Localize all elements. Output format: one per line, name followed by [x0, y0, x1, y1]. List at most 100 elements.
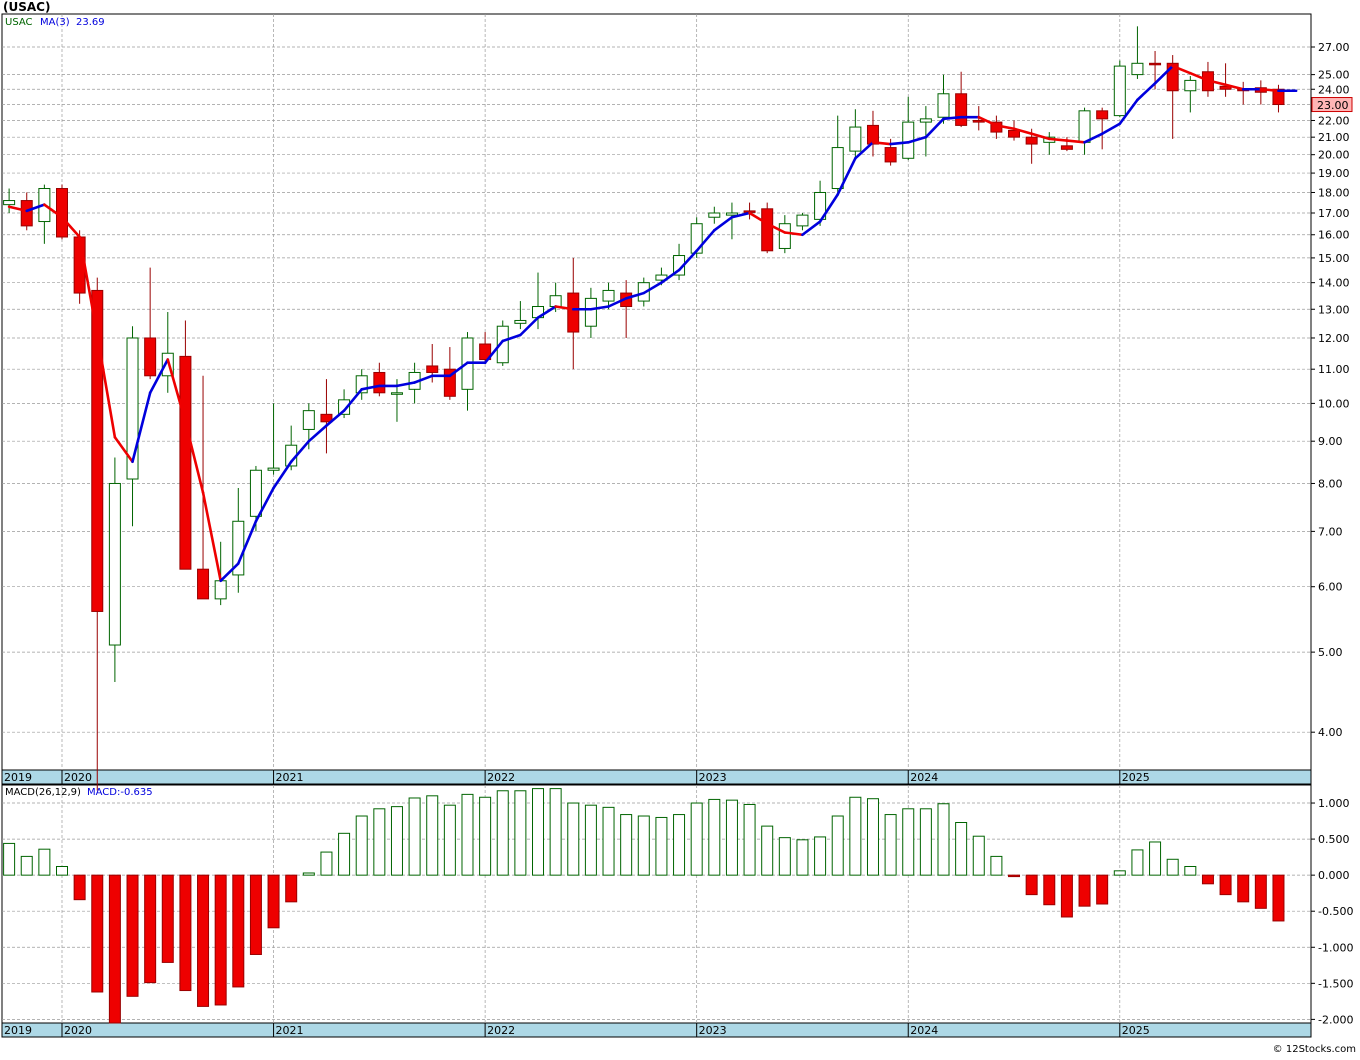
- macd-bar-positive: [355, 815, 368, 876]
- ma-segment: [730, 211, 751, 219]
- ma-segment: [7, 205, 29, 213]
- macd-legend-value: MACD:-0.635: [87, 787, 153, 798]
- macd-bar-positive: [602, 806, 615, 876]
- candle-up: [514, 319, 527, 324]
- ma-segment: [254, 486, 275, 523]
- candle-down: [761, 208, 774, 252]
- macd-tick-label: -0.500: [1318, 905, 1353, 918]
- candle-up: [602, 289, 615, 302]
- macd-tick-label: 0.000: [1318, 869, 1350, 882]
- candle-down: [1060, 145, 1073, 150]
- macd-bar-positive: [373, 808, 386, 876]
- macd-bar-negative: [1008, 874, 1021, 878]
- macd-bar-positive: [655, 816, 668, 876]
- macd-bar-positive: [3, 842, 16, 876]
- candle-up: [937, 93, 950, 118]
- macd-bar-positive: [1113, 870, 1126, 876]
- ma-segment: [554, 305, 575, 311]
- macd-bar-negative: [232, 874, 245, 988]
- price-tick-label: 11.00: [1318, 363, 1350, 376]
- macd-bar-positive: [443, 804, 456, 876]
- macd-bar-positive: [408, 797, 421, 876]
- macd-bar-positive: [708, 798, 721, 876]
- macd-year-label: 2025: [1122, 1024, 1150, 1037]
- price-tick-label: 14.00: [1318, 277, 1350, 290]
- price-tick-label: 13.00: [1318, 303, 1350, 316]
- candle-up: [796, 214, 809, 227]
- ma-segment: [942, 115, 963, 121]
- candle-down: [1149, 62, 1162, 66]
- last-price-tag: [1311, 97, 1353, 113]
- macd-bar-negative: [179, 874, 192, 992]
- macd-year-label: 2021: [276, 1024, 304, 1037]
- ma-segment: [1189, 71, 1210, 82]
- macd-bar-negative: [161, 874, 174, 963]
- candle-up: [778, 223, 791, 249]
- price-tick-label: 21.00: [1318, 131, 1350, 144]
- ma-segment: [501, 333, 522, 343]
- ma-segment: [342, 388, 364, 412]
- macd-bar-negative: [214, 874, 227, 1006]
- price-panel: [1, 13, 1312, 771]
- ma-segment: [519, 316, 540, 337]
- candle-up: [1184, 79, 1197, 92]
- macd-bar-positive: [725, 799, 738, 876]
- ma-segment: [1206, 79, 1227, 87]
- candle-down: [1096, 110, 1109, 120]
- price-tick-label: 15.00: [1318, 252, 1350, 265]
- macd-bar-positive: [320, 851, 333, 876]
- macd-legend-label: MACD(26,12,9): [5, 787, 81, 798]
- macd-bar-positive: [673, 814, 686, 876]
- macd-bar-negative: [249, 874, 262, 955]
- candle-down: [56, 188, 68, 238]
- ma-segment: [1047, 137, 1069, 142]
- candle-down: [955, 93, 968, 126]
- price-tick-label: 19.00: [1318, 167, 1350, 180]
- price-tick-label: 9.00: [1318, 435, 1343, 448]
- ma-segment: [1100, 122, 1122, 136]
- candle-up: [849, 126, 862, 152]
- macd-year-label: 2024: [910, 1024, 938, 1037]
- candle-up: [249, 469, 262, 517]
- macd-bar-positive: [514, 790, 527, 876]
- ma-segment: [95, 333, 117, 439]
- ma-segment: [148, 358, 170, 395]
- price-tick-label: 16.00: [1318, 229, 1350, 242]
- ma-segment: [307, 424, 328, 443]
- ma-segment: [184, 420, 205, 494]
- candle-up: [496, 325, 509, 364]
- candle-down: [91, 289, 104, 612]
- ma-segment: [272, 460, 293, 490]
- ma-segment: [589, 305, 610, 311]
- ma-segment: [131, 391, 152, 464]
- macd-bar-negative: [1219, 874, 1232, 896]
- ma-segment: [977, 115, 998, 127]
- candle-down: [1166, 62, 1179, 92]
- macd-bar-negative: [285, 874, 298, 903]
- ma-segment: [1259, 87, 1280, 93]
- macd-bar-positive: [955, 822, 968, 876]
- macd-bar-positive: [584, 804, 597, 876]
- candle-up: [549, 295, 562, 308]
- macd-bar-positive: [1184, 865, 1197, 876]
- price-tick-label: 4.00: [1318, 726, 1343, 739]
- ma-segment: [1153, 64, 1174, 85]
- ma-segment: [995, 124, 1016, 131]
- macd-bar-positive: [1149, 841, 1162, 876]
- macd-bar-positive: [1131, 849, 1144, 876]
- ma-segment: [783, 231, 804, 237]
- macd-year-label: 2022: [487, 1024, 515, 1037]
- macd-bar-positive: [902, 808, 915, 876]
- macd-bar-negative: [126, 874, 139, 997]
- ma-segment: [289, 439, 311, 464]
- price-tick-label: 10.00: [1318, 397, 1350, 410]
- ma-segment: [60, 215, 81, 239]
- candle-down: [443, 368, 456, 397]
- ma-segment: [660, 268, 681, 284]
- macd-bar-positive: [884, 814, 897, 876]
- candle-up: [919, 118, 932, 123]
- ma-segment: [906, 135, 928, 144]
- macd-tick-label: -2.000: [1318, 1013, 1353, 1026]
- candle-up: [108, 482, 121, 646]
